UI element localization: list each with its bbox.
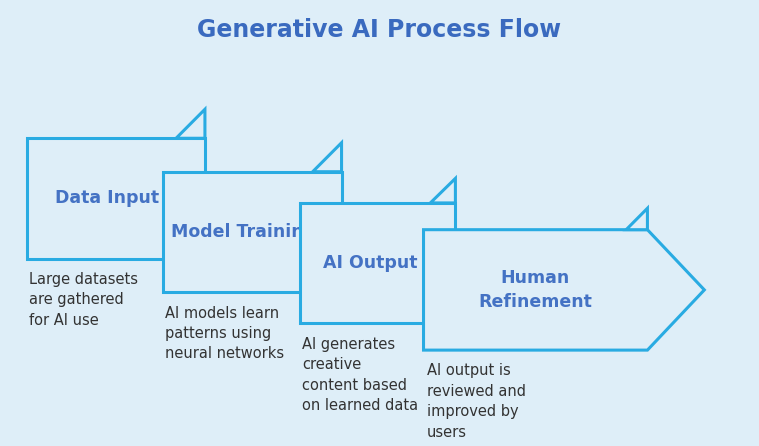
Polygon shape [626, 208, 647, 230]
Text: Data Input: Data Input [55, 190, 159, 207]
Text: Human
Refinement: Human Refinement [478, 269, 593, 311]
Text: AI Output: AI Output [323, 254, 417, 272]
Polygon shape [163, 172, 342, 292]
Polygon shape [430, 178, 455, 203]
Polygon shape [313, 143, 342, 172]
Polygon shape [27, 138, 205, 259]
Text: Model Training: Model Training [171, 223, 316, 241]
Text: AI output is
reviewed and
improved by
users: AI output is reviewed and improved by us… [427, 363, 525, 440]
Text: AI generates
creative
content based
on learned data: AI generates creative content based on l… [302, 337, 418, 413]
Polygon shape [424, 230, 704, 350]
Polygon shape [300, 203, 455, 323]
Text: Large datasets
are gathered
for AI use: Large datasets are gathered for AI use [29, 272, 138, 328]
Text: Generative AI Process Flow: Generative AI Process Flow [197, 18, 562, 42]
Polygon shape [176, 109, 205, 138]
Text: AI models learn
patterns using
neural networks: AI models learn patterns using neural ne… [165, 306, 285, 361]
